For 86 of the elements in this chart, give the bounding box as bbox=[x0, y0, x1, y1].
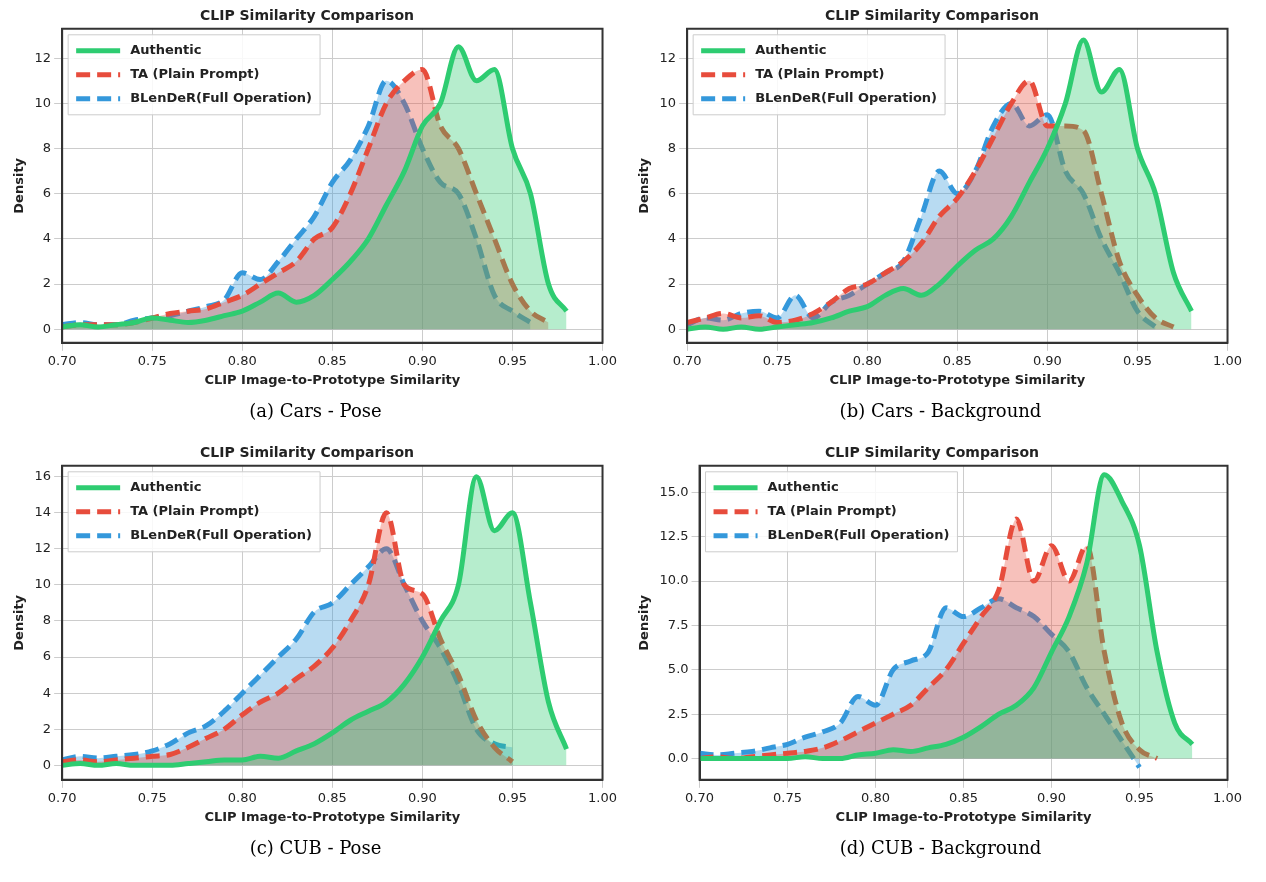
y-tick-label: 12 bbox=[659, 49, 677, 65]
y-tick-label: 8 bbox=[667, 139, 677, 155]
x-tick-label: 0.90 bbox=[407, 789, 437, 805]
y-axis-title: Density bbox=[11, 157, 27, 214]
chart-title: CLIP Similarity Comparison bbox=[199, 7, 415, 24]
x-tick-label: 0.70 bbox=[47, 352, 77, 368]
y-tick-label: 12 bbox=[34, 49, 52, 65]
y-tick-label: 10 bbox=[34, 576, 52, 592]
y-tick-label: 4 bbox=[667, 230, 677, 246]
y-tick-label: 2.5 bbox=[667, 705, 689, 721]
y-tick-label: 0 bbox=[42, 756, 52, 772]
x-tick-label: 1.00 bbox=[588, 352, 617, 368]
x-tick-label: 0.80 bbox=[861, 789, 891, 805]
x-tick-label: 1.00 bbox=[1213, 789, 1242, 805]
y-tick-label: 2 bbox=[42, 275, 52, 291]
legend-label: Authentic bbox=[130, 479, 202, 495]
y-tick-label: 10 bbox=[34, 94, 52, 110]
x-tick-label: 0.95 bbox=[1122, 352, 1152, 368]
text: (c) CUB - Pose bbox=[248, 837, 383, 858]
x-axis-title: CLIP Image-to-Prototype Similarity bbox=[204, 808, 461, 824]
y-tick-label: 12.5 bbox=[659, 528, 689, 544]
y-tick-label: 12 bbox=[34, 540, 52, 556]
y-tick-label: 10.0 bbox=[659, 572, 689, 588]
x-tick-label: 0.85 bbox=[942, 352, 972, 368]
x-axis-title: CLIP Image-to-Prototype Similarity bbox=[204, 371, 461, 387]
y-tick-label: 0.0 bbox=[667, 749, 689, 765]
y-axis-title: Density bbox=[11, 594, 27, 651]
legend-label: TA (Plain Prompt) bbox=[767, 503, 897, 519]
x-tick-label: 0.75 bbox=[762, 352, 792, 368]
x-tick-label: 1.00 bbox=[588, 789, 617, 805]
legend-label: Authentic bbox=[767, 479, 839, 495]
legend-label: Authentic bbox=[755, 42, 827, 58]
y-tick-label: 5.0 bbox=[667, 661, 689, 677]
x-tick-label: 0.80 bbox=[227, 789, 257, 805]
legend-label: BLenDeR(Full Operation) bbox=[767, 527, 950, 543]
x-tick-label: 0.95 bbox=[1125, 789, 1155, 805]
legend-label: TA (Plain Prompt) bbox=[755, 66, 885, 82]
text: (d) CUB - Background bbox=[838, 837, 1043, 858]
x-tick-label: 0.80 bbox=[227, 352, 257, 368]
legend-label: BLenDeR(Full Operation) bbox=[130, 90, 313, 106]
y-tick-label: 8 bbox=[42, 139, 52, 155]
x-tick-label: 0.70 bbox=[47, 789, 77, 805]
y-tick-label: 0 bbox=[667, 320, 677, 336]
y-tick-label: 4 bbox=[42, 684, 52, 700]
x-tick-label: 0.95 bbox=[497, 789, 527, 805]
y-tick-label: 2 bbox=[42, 720, 52, 736]
x-tick-label: 0.75 bbox=[137, 789, 167, 805]
y-tick-label: 6 bbox=[667, 185, 677, 201]
y-tick-label: 10 bbox=[659, 94, 677, 110]
legend-label: TA (Plain Prompt) bbox=[130, 66, 260, 82]
chart-title: CLIP Similarity Comparison bbox=[824, 7, 1040, 24]
x-tick-label: 0.70 bbox=[685, 789, 715, 805]
legend-label: TA (Plain Prompt) bbox=[130, 503, 260, 519]
y-tick-label: 14 bbox=[34, 504, 52, 520]
y-tick-label: 4 bbox=[42, 230, 52, 246]
x-tick-label: 0.75 bbox=[137, 352, 167, 368]
y-tick-label: 6 bbox=[42, 648, 52, 664]
legend-label: BLenDeR(Full Operation) bbox=[755, 90, 938, 106]
y-tick-label: 8 bbox=[42, 612, 52, 628]
x-tick-label: 0.80 bbox=[852, 352, 882, 368]
x-tick-label: 0.90 bbox=[1032, 352, 1062, 368]
y-axis-title: Density bbox=[636, 594, 652, 651]
y-tick-label: 2 bbox=[667, 275, 677, 291]
x-tick-label: 0.90 bbox=[1037, 789, 1067, 805]
chart-title: CLIP Similarity Comparison bbox=[824, 444, 1040, 461]
x-tick-label: 0.85 bbox=[317, 352, 347, 368]
x-axis-title: CLIP Image-to-Prototype Similarity bbox=[835, 808, 1092, 824]
legend-label: Authentic bbox=[130, 42, 202, 58]
x-axis-title: CLIP Image-to-Prototype Similarity bbox=[829, 371, 1086, 387]
text: (b) Cars - Background bbox=[838, 400, 1043, 421]
y-tick-label: 7.5 bbox=[667, 616, 689, 632]
y-axis-title: Density bbox=[636, 157, 652, 214]
x-tick-label: 1.00 bbox=[1213, 352, 1242, 368]
x-tick-label: 0.70 bbox=[672, 352, 702, 368]
x-tick-label: 0.85 bbox=[949, 789, 979, 805]
legend-label: BLenDeR(Full Operation) bbox=[130, 527, 313, 543]
x-tick-label: 0.95 bbox=[497, 352, 527, 368]
x-tick-label: 0.75 bbox=[773, 789, 803, 805]
chart-title: CLIP Similarity Comparison bbox=[199, 444, 415, 461]
text: (a) Cars - Pose bbox=[248, 400, 383, 421]
y-tick-label: 15.0 bbox=[659, 483, 689, 499]
x-tick-label: 0.85 bbox=[317, 789, 347, 805]
y-tick-label: 0 bbox=[42, 320, 52, 336]
x-tick-label: 0.90 bbox=[407, 352, 437, 368]
y-tick-label: 6 bbox=[42, 185, 52, 201]
y-tick-label: 16 bbox=[34, 468, 52, 483]
